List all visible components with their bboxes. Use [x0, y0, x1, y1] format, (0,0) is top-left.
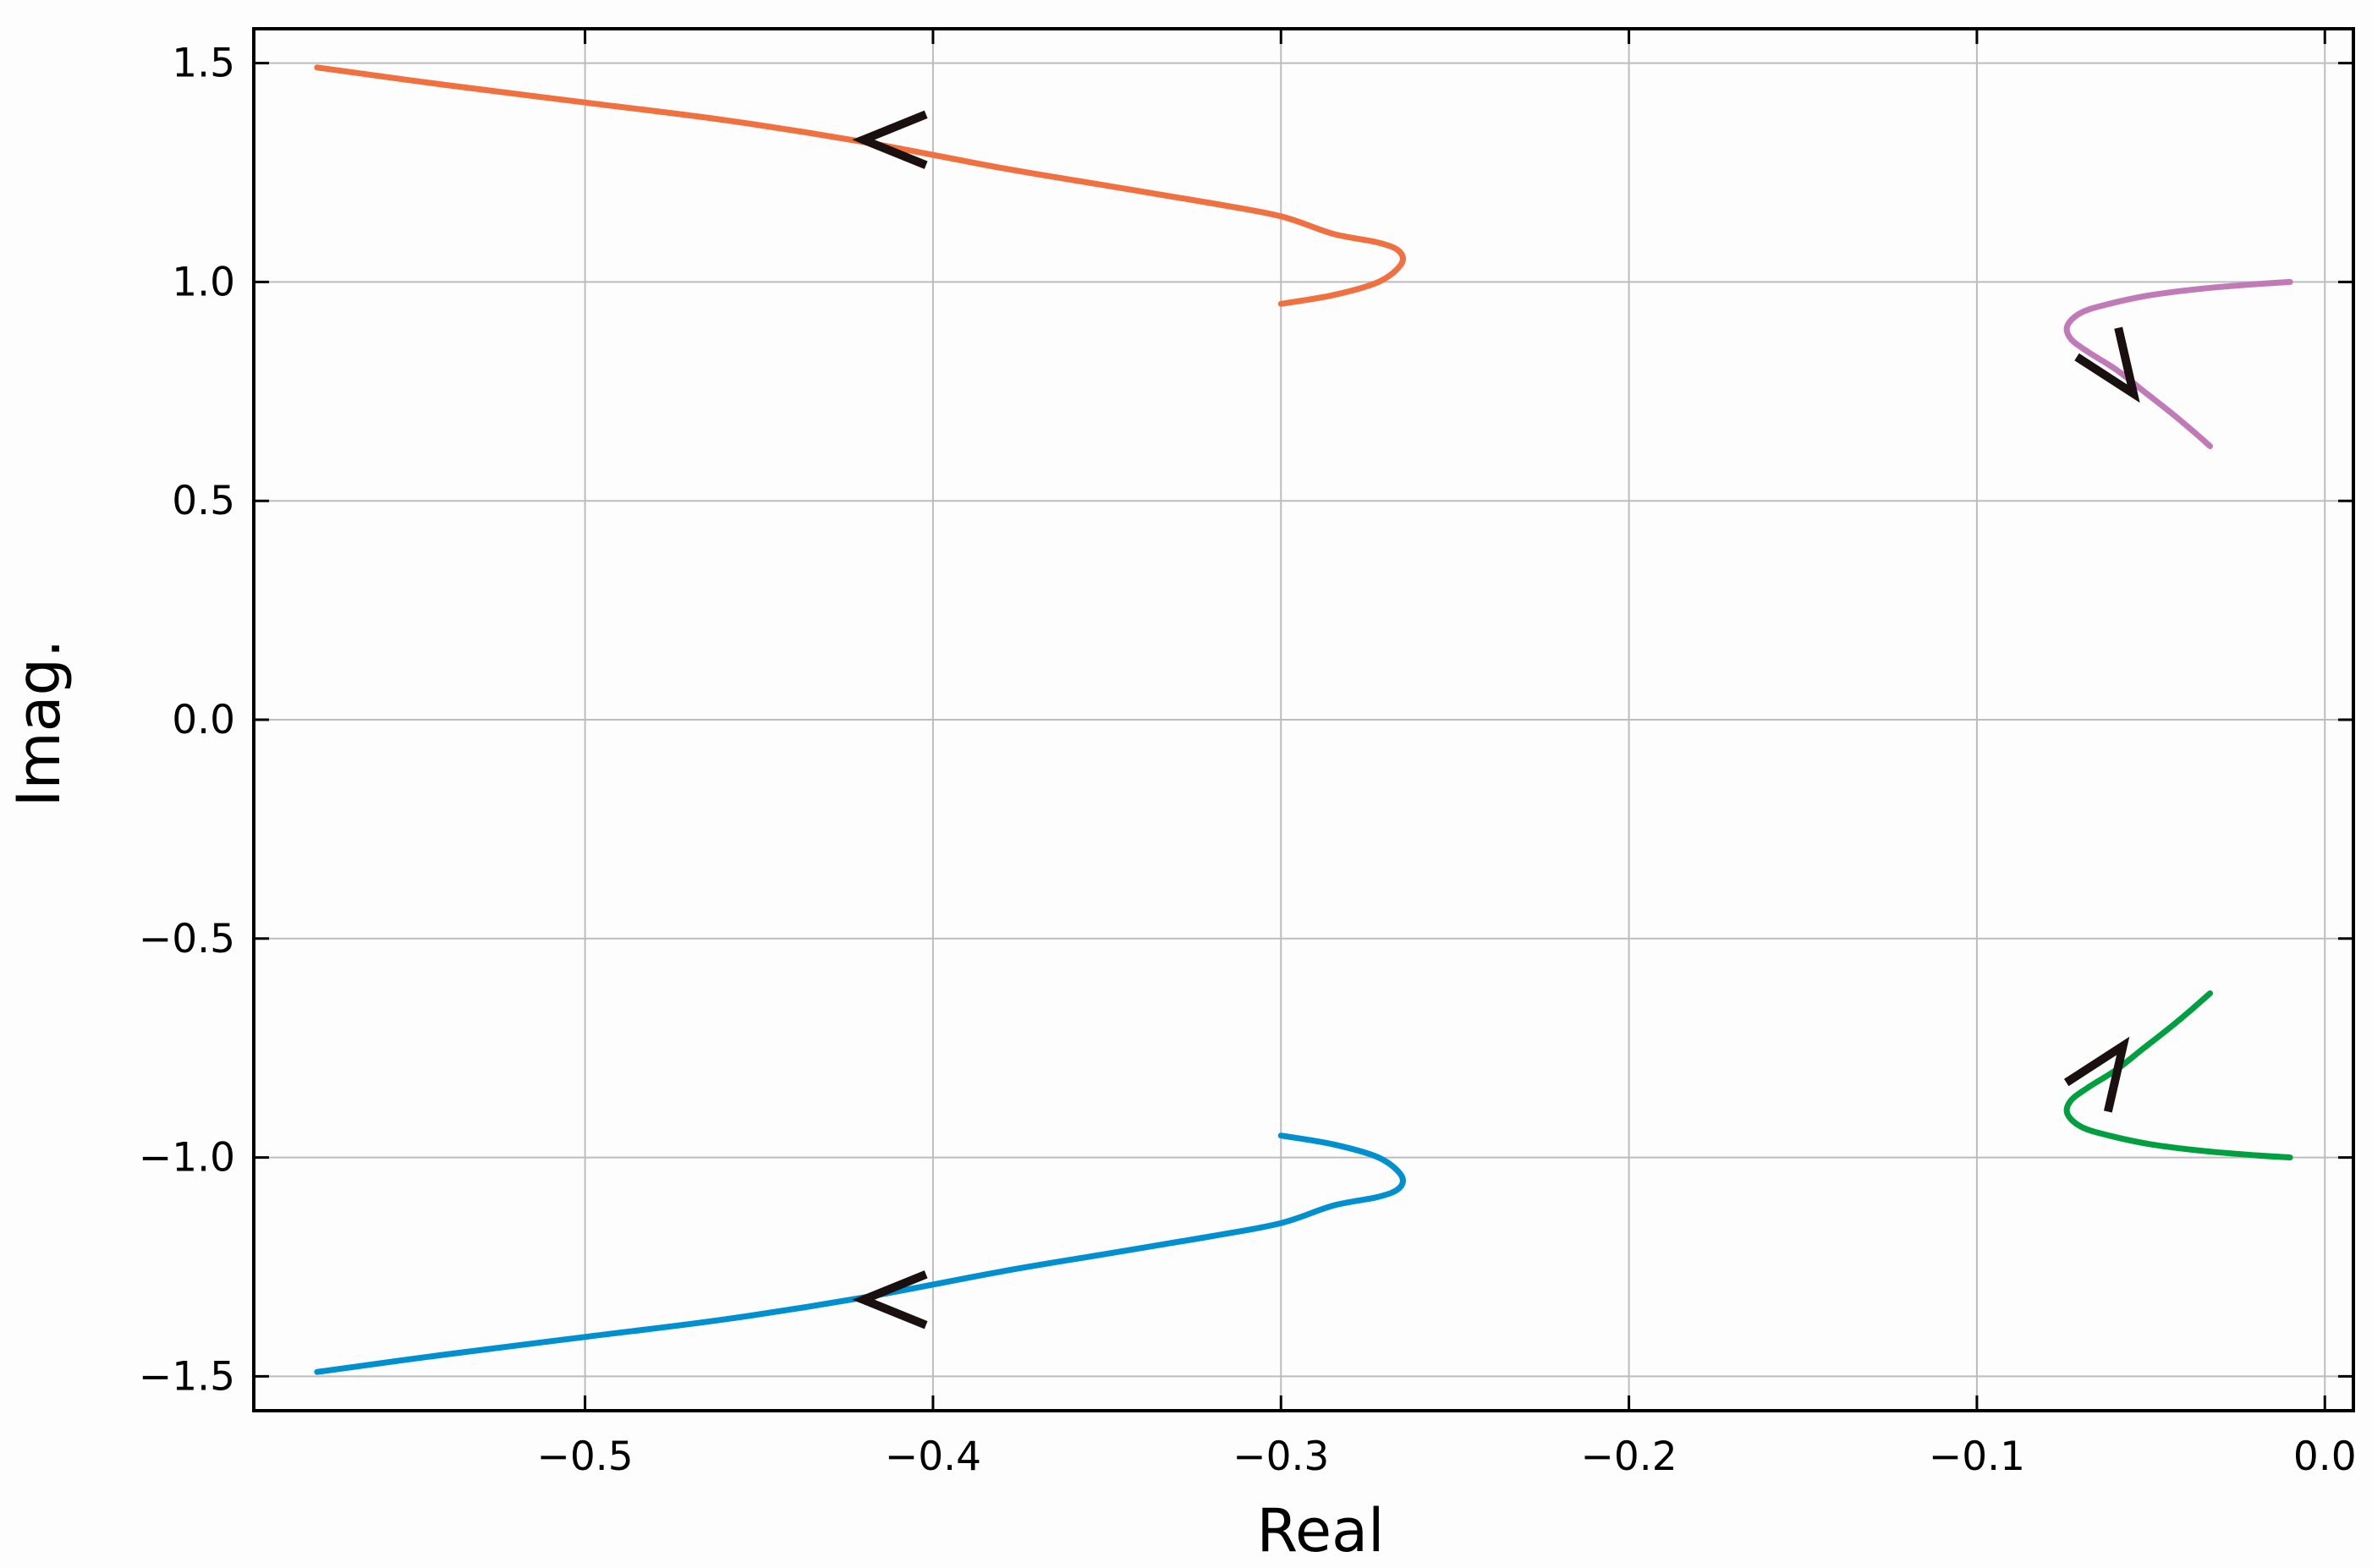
x-tick-label: −0.5 — [537, 1434, 634, 1480]
plot-frame — [252, 27, 2355, 1412]
series-line-4 — [2063, 990, 2293, 1161]
direction-arrow-2 — [852, 1270, 928, 1330]
arrow-chevron — [852, 1270, 928, 1330]
y-tick-label: 1.0 — [172, 259, 235, 305]
y-tick-label: −1.5 — [139, 1353, 235, 1400]
direction-arrow-1 — [852, 110, 928, 169]
x-tick-label: −0.1 — [1929, 1434, 2025, 1480]
series-line-3 — [2063, 278, 2293, 450]
direction-arrow-4 — [2063, 1036, 2130, 1113]
y-tick-label: 0.5 — [172, 478, 235, 524]
y-tick-label: −0.5 — [139, 916, 235, 962]
y-tick-label: 0.0 — [172, 697, 235, 743]
arrow-chevron — [2063, 1036, 2130, 1113]
series-line-1 — [314, 64, 1406, 307]
y-tick-label: −1.0 — [139, 1135, 235, 1181]
series-line-2 — [314, 1132, 1406, 1375]
x-tick-label: −0.3 — [1233, 1434, 1329, 1480]
y-tick-label: 1.5 — [172, 41, 235, 87]
x-tick-label: −0.2 — [1581, 1434, 1677, 1480]
x-axis-title: Real — [1257, 1496, 1385, 1565]
direction-arrow-3 — [2074, 326, 2140, 403]
x-tick-label: 0.0 — [2293, 1434, 2357, 1480]
x-tick-label: −0.4 — [885, 1434, 981, 1480]
arrow-chevron — [852, 110, 928, 169]
y-axis-title: Imag. — [4, 639, 74, 807]
arrow-chevron — [2074, 326, 2140, 403]
